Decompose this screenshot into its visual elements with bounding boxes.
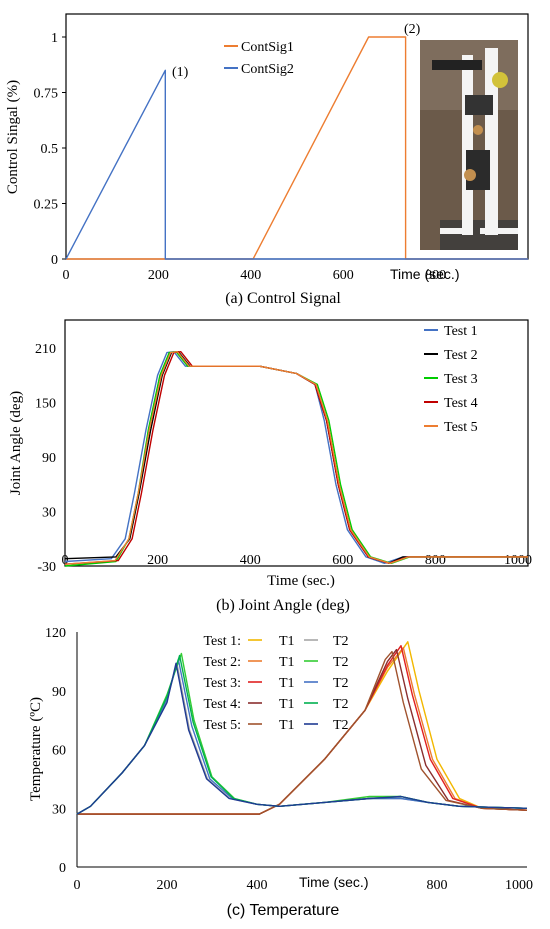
y-tick-label: 0.5 <box>41 142 59 157</box>
legend-a: ContSig1 ContSig2 <box>224 40 294 77</box>
y-tick-label: 0 <box>59 861 66 876</box>
y-tick-label: 90 <box>42 451 56 466</box>
y-tick-label: 90 <box>52 685 66 700</box>
series-line-test-5 <box>64 351 528 565</box>
legend-label-test-1: Test 1 <box>444 324 478 339</box>
legend-label-t1: T1 <box>279 655 295 670</box>
annotation-2: (2) <box>404 22 421 37</box>
x-tick-label: 200 <box>148 268 169 283</box>
y-tick-label: 30 <box>42 506 56 521</box>
annotation-1: (1) <box>172 65 189 80</box>
legend-label-contsig1: ContSig1 <box>241 40 294 55</box>
series-line-contsig2 <box>65 69 528 260</box>
legend-label-test-3: Test 3 <box>444 372 478 387</box>
x-tick-label: 600 <box>332 553 353 568</box>
y-tick-label: 0 <box>51 253 58 268</box>
x-axis-title-b: Time (sec.) <box>267 573 335 589</box>
legend-label-t2: T2 <box>333 697 349 712</box>
legend-b: Test 1 Test 2 Test 3 Test 4 Test 5 <box>424 324 478 435</box>
x-tick-label: 0 <box>74 878 81 893</box>
series-line-test-4-t2 <box>76 654 528 815</box>
legend-row-label: Test 3: <box>203 676 241 691</box>
x-axis-title-c: Time (sec.) <box>299 874 368 890</box>
legend-c: Test 1: T1 T2 Test 2: T1 T2 Test 3: T1 T2 Test 4:… <box>203 634 348 733</box>
x-tick-label: 1000 <box>505 878 533 893</box>
series-line-test-3-t1 <box>77 645 528 815</box>
caption-b: (b) Joint Angle (deg) <box>216 597 350 614</box>
inset-photo <box>420 40 518 250</box>
x-tick-label: 800 <box>427 878 448 893</box>
legend-row-label: Test 1: <box>203 634 241 649</box>
x-tick-label: 600 <box>333 268 354 283</box>
y-tick-label: 1 <box>51 31 58 46</box>
x-tick-label: 1000 <box>504 553 532 568</box>
series-line-test-1-t2 <box>76 662 528 815</box>
legend-row-label: Test 4: <box>203 697 241 712</box>
series-line-test-5-t2 <box>76 662 528 815</box>
y-axis-title-c: Temperature (ºC) <box>28 697 44 801</box>
panel-b-frame <box>64 319 529 567</box>
inset-photo-column-left <box>462 55 473 235</box>
series-line-test-3-t2 <box>76 658 528 815</box>
legend-label-t1: T1 <box>279 718 295 733</box>
x-tick-label: 800 <box>425 268 446 283</box>
legend-label-t1: T1 <box>279 697 295 712</box>
caption-c: (c) Temperature <box>227 902 340 919</box>
x-tick-label: 200 <box>147 553 168 568</box>
legend-row-label: Test 2: <box>203 655 241 670</box>
x-tick-label: 400 <box>240 268 261 283</box>
legend-label-t2: T2 <box>333 676 349 691</box>
legend-row-label: Test 5: <box>203 718 241 733</box>
x-tick-label: 0 <box>63 268 70 283</box>
x-axis-title-a: Time (sec.) <box>390 266 459 282</box>
x-tick-label: 0 <box>62 553 69 568</box>
series-line-test-4-t1 <box>77 648 528 815</box>
y-tick-label: 60 <box>52 744 66 759</box>
x-tick-label: 400 <box>247 878 268 893</box>
legend-label-test-5: Test 5 <box>444 420 478 435</box>
legend-label-t1: T1 <box>279 634 295 649</box>
y-tick-label: 210 <box>35 342 56 357</box>
legend-label-t2: T2 <box>333 634 349 649</box>
series-line-test-2-t1 <box>77 647 528 815</box>
y-tick-label: 0.75 <box>34 87 59 102</box>
series-line-test-2-t2 <box>76 652 528 815</box>
legend-label-test-2: Test 2 <box>444 348 478 363</box>
legend-label-test-4: Test 4 <box>444 396 478 411</box>
legend-label-contsig2: ContSig2 <box>241 62 294 77</box>
legend-label-t2: T2 <box>333 718 349 733</box>
legend-label-t2: T2 <box>333 655 349 670</box>
y-tick-label: 0.25 <box>34 198 59 213</box>
caption-a: (a) Control Signal <box>225 290 341 307</box>
panel-control-signal: 0 0.25 0.5 0.75 1 0 200 400 600 800 ContSig1 Con… <box>5 13 529 307</box>
legend-label-t1: T1 <box>279 676 295 691</box>
x-tick-label: 400 <box>240 553 261 568</box>
y-tick-label: 30 <box>52 802 66 817</box>
x-tick-label: 800 <box>425 553 446 568</box>
y-tick-label: 120 <box>45 626 66 641</box>
y-tick-label: -30 <box>37 560 56 575</box>
x-tick-label: 200 <box>157 878 178 893</box>
series-line-test-1-t1 <box>77 641 528 815</box>
y-axis-title-a: Control Singal (%) <box>5 80 21 194</box>
y-axis-title-b: Joint Angle (deg) <box>8 391 24 495</box>
series-line-test-5-t1 <box>77 650 528 815</box>
y-tick-label: 150 <box>35 397 56 412</box>
